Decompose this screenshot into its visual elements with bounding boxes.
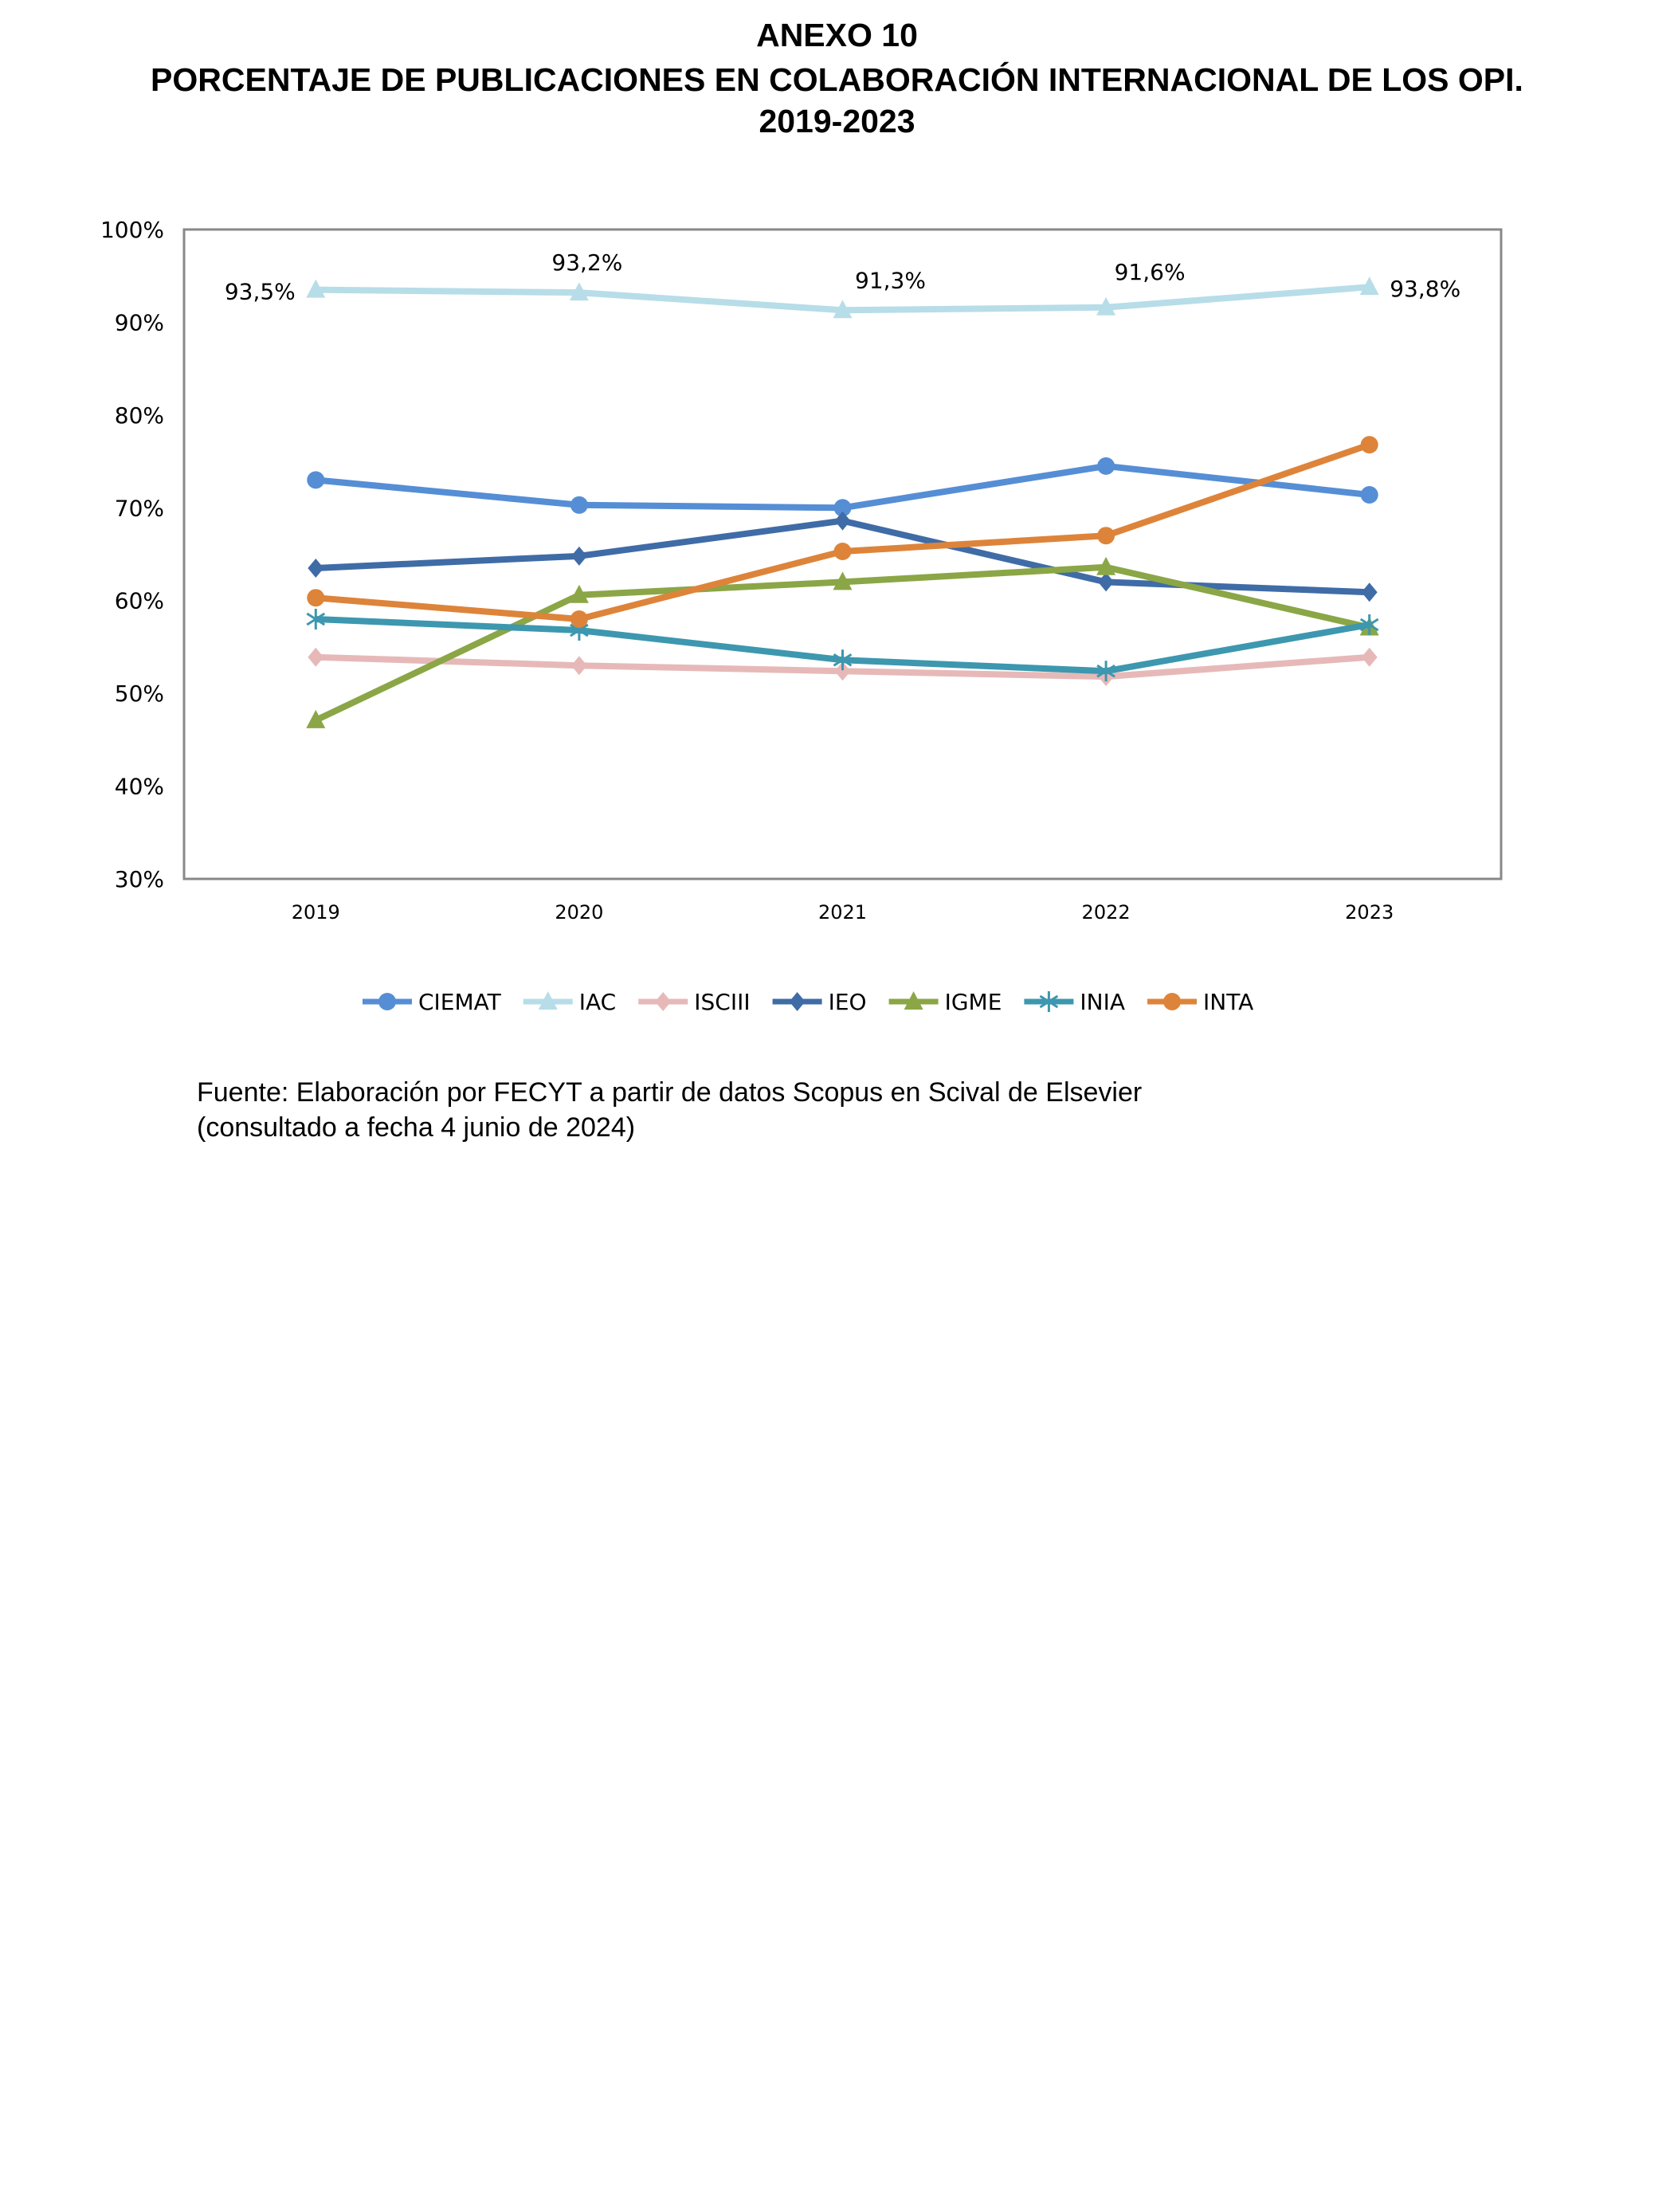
data-point-igme (569, 584, 589, 603)
data-label: 91,3% (855, 267, 926, 293)
data-label: 93,2% (551, 249, 622, 276)
y-tick-label: 40% (115, 774, 164, 800)
x-tick-label: 2019 (292, 901, 340, 924)
data-point-inta (307, 589, 325, 607)
data-point-ciemat (307, 471, 325, 489)
legend-label-igme: IGME (945, 989, 1002, 1015)
data-point-inia (833, 653, 853, 667)
legend-marker-isciii (655, 992, 672, 1011)
data-point-ieo (1098, 572, 1115, 592)
data-point-inta (833, 543, 852, 561)
line-chart: 30% 40% 50% 60% 70% 80% 90% 100% 2019 2020 2021 202… (100, 217, 1503, 1015)
legend-marker-inia (1039, 994, 1059, 1009)
y-tick-label: 80% (115, 402, 164, 429)
legend-label-isciii: ISCIII (694, 989, 750, 1015)
data-point-inta (570, 610, 588, 628)
chart-title-line3: 2019-2023 (759, 103, 915, 139)
data-point-iac (1096, 296, 1116, 316)
legend-marker-igme (904, 991, 923, 1010)
legend-label-inta: INTA (1203, 989, 1253, 1015)
data-point-inia (1096, 664, 1115, 678)
y-tick-label: 100% (100, 217, 164, 243)
plot-area (182, 228, 1503, 880)
data-point-igme (833, 571, 853, 590)
legend-label-iac: IAC (579, 989, 616, 1015)
legend-marker-ciemat (378, 993, 396, 1010)
x-tick-label: 2022 (1082, 901, 1131, 924)
data-point-isciii (308, 647, 324, 667)
data-point-iac (1359, 276, 1379, 296)
chart-title-line2: PORCENTAJE DE PUBLICACIONES EN COLABORAC… (151, 61, 1523, 98)
data-point-inta (1360, 436, 1378, 454)
source-line1: Fuente: Elaboración por FECYT a partir d… (197, 1077, 1143, 1108)
data-point-iac (569, 282, 589, 301)
series-line-igme (314, 563, 1370, 724)
data-point-iac (833, 300, 853, 319)
legend-marker-ieo (789, 992, 806, 1011)
data-point-igme (306, 709, 326, 728)
data-point-isciii (834, 661, 851, 681)
data-label: 93,5% (225, 279, 296, 305)
legend-marker-iac (538, 991, 558, 1010)
data-point-ciemat (833, 499, 852, 517)
chart-title-line1: ANEXO 10 (756, 17, 918, 53)
data-point-ieo (570, 546, 587, 566)
data-label: 93,8% (1390, 276, 1460, 302)
y-tick-label: 60% (115, 588, 164, 614)
data-point-ieo (1361, 582, 1378, 602)
data-point-ciemat (1360, 485, 1378, 504)
legend-label-ciemat: CIEMAT (418, 989, 502, 1015)
data-label: 91,6% (1115, 259, 1186, 285)
data-point-isciii (1361, 647, 1378, 667)
data-point-inia (1359, 618, 1379, 632)
data-point-isciii (570, 656, 587, 676)
y-tick-label: 30% (115, 866, 164, 892)
legend-label-inia: INIA (1080, 989, 1125, 1015)
y-tick-label: 50% (115, 680, 164, 707)
y-tick-label: 90% (115, 309, 164, 335)
source-line2: (consultado a fecha 4 junio de 2024) (197, 1112, 636, 1143)
data-point-inia (570, 623, 589, 637)
data-point-igme (1096, 556, 1116, 575)
x-tick-label: 2023 (1345, 901, 1394, 924)
data-point-inta (1097, 527, 1115, 545)
x-tick-label: 2020 (555, 901, 603, 924)
legend-marker-inta (1163, 993, 1182, 1010)
x-tick-label: 2021 (818, 901, 867, 924)
data-point-inia (306, 612, 326, 626)
data-point-iac (306, 279, 326, 298)
data-point-ciemat (570, 496, 588, 514)
y-tick-label: 70% (115, 495, 164, 521)
legend-label-ieo: IEO (829, 989, 867, 1015)
data-point-ciemat (1097, 457, 1115, 475)
data-point-ieo (834, 511, 851, 531)
data-point-ieo (308, 558, 324, 578)
